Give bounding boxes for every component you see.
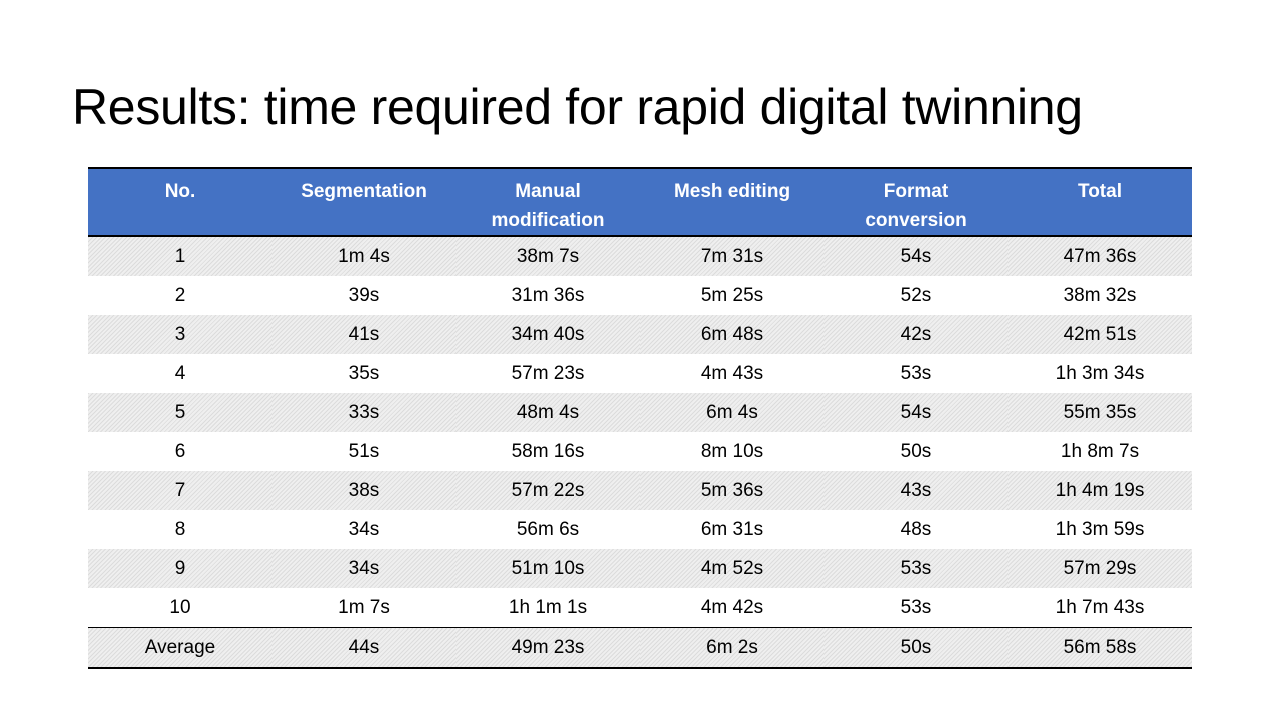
header-manual-modification: Manual modification <box>456 167 640 237</box>
cell-no: 8 <box>88 510 272 549</box>
cell-mesh-editing: 5m 36s <box>640 471 824 510</box>
cell-total: 55m 35s <box>1008 393 1192 432</box>
cell-no: 6 <box>88 432 272 471</box>
cell-total: 57m 29s <box>1008 549 1192 588</box>
table-row: 10 1m 7s 1h 1m 1s 4m 42s 53s 1h 7m 43s <box>88 588 1192 628</box>
cell-format-conversion: 53s <box>824 549 1008 588</box>
cell-total: 1h 3m 59s <box>1008 510 1192 549</box>
table-row: 1 1m 4s 38m 7s 7m 31s 54s 47m 36s <box>88 236 1192 276</box>
cell-format-conversion: 42s <box>824 315 1008 354</box>
cell-segmentation: 38s <box>272 471 456 510</box>
table-body: 1 1m 4s 38m 7s 7m 31s 54s 47m 36s 2 39s … <box>88 236 1192 669</box>
table-row: 8 34s 56m 6s 6m 31s 48s 1h 3m 59s <box>88 510 1192 549</box>
cell-mesh-editing: 4m 52s <box>640 549 824 588</box>
table-row: 7 38s 57m 22s 5m 36s 43s 1h 4m 19s <box>88 471 1192 510</box>
cell-no: 1 <box>88 236 272 276</box>
cell-total: 38m 32s <box>1008 276 1192 315</box>
cell-manual-modification: 56m 6s <box>456 510 640 549</box>
cell-no: 2 <box>88 276 272 315</box>
header-total: Total <box>1008 167 1192 237</box>
cell-total: 1h 8m 7s <box>1008 432 1192 471</box>
cell-segmentation: 41s <box>272 315 456 354</box>
average-label: Average <box>88 627 272 669</box>
cell-segmentation: 34s <box>272 549 456 588</box>
cell-segmentation: 39s <box>272 276 456 315</box>
cell-format-conversion: 48s <box>824 510 1008 549</box>
cell-no: 7 <box>88 471 272 510</box>
cell-mesh-editing: 6m 4s <box>640 393 824 432</box>
cell-total: 1h 3m 34s <box>1008 354 1192 393</box>
table-row: 6 51s 58m 16s 8m 10s 50s 1h 8m 7s <box>88 432 1192 471</box>
average-mesh-editing: 6m 2s <box>640 627 824 669</box>
cell-total: 47m 36s <box>1008 236 1192 276</box>
cell-format-conversion: 43s <box>824 471 1008 510</box>
cell-segmentation: 34s <box>272 510 456 549</box>
header-format-conversion: Format conversion <box>824 167 1008 237</box>
cell-manual-modification: 34m 40s <box>456 315 640 354</box>
table-row: 4 35s 57m 23s 4m 43s 53s 1h 3m 34s <box>88 354 1192 393</box>
header-mesh-editing: Mesh editing <box>640 167 824 237</box>
cell-format-conversion: 54s <box>824 393 1008 432</box>
cell-manual-modification: 57m 23s <box>456 354 640 393</box>
cell-no: 5 <box>88 393 272 432</box>
cell-total: 42m 51s <box>1008 315 1192 354</box>
cell-segmentation: 51s <box>272 432 456 471</box>
header-no: No. <box>88 167 272 237</box>
average-row: Average 44s 49m 23s 6m 2s 50s 56m 58s <box>88 627 1192 669</box>
cell-segmentation: 1m 4s <box>272 236 456 276</box>
average-total: 56m 58s <box>1008 627 1192 669</box>
cell-format-conversion: 53s <box>824 354 1008 393</box>
cell-no: 3 <box>88 315 272 354</box>
cell-manual-modification: 57m 22s <box>456 471 640 510</box>
table-header-row: No. Segmentation Manual modification Mesh… <box>88 167 1192 237</box>
table-row: 2 39s 31m 36s 5m 25s 52s 38m 32s <box>88 276 1192 315</box>
cell-mesh-editing: 6m 48s <box>640 315 824 354</box>
table-row: 5 33s 48m 4s 6m 4s 54s 55m 35s <box>88 393 1192 432</box>
cell-manual-modification: 38m 7s <box>456 236 640 276</box>
cell-no: 9 <box>88 549 272 588</box>
cell-total: 1h 4m 19s <box>1008 471 1192 510</box>
average-segmentation: 44s <box>272 627 456 669</box>
cell-manual-modification: 58m 16s <box>456 432 640 471</box>
cell-segmentation: 1m 7s <box>272 588 456 628</box>
cell-mesh-editing: 8m 10s <box>640 432 824 471</box>
table-row: 9 34s 51m 10s 4m 52s 53s 57m 29s <box>88 549 1192 588</box>
cell-no: 10 <box>88 588 272 628</box>
cell-segmentation: 33s <box>272 393 456 432</box>
average-format-conversion: 50s <box>824 627 1008 669</box>
cell-manual-modification: 51m 10s <box>456 549 640 588</box>
cell-format-conversion: 54s <box>824 236 1008 276</box>
cell-mesh-editing: 6m 31s <box>640 510 824 549</box>
cell-format-conversion: 52s <box>824 276 1008 315</box>
cell-manual-modification: 31m 36s <box>456 276 640 315</box>
cell-no: 4 <box>88 354 272 393</box>
cell-segmentation: 35s <box>272 354 456 393</box>
results-table: No. Segmentation Manual modification Mesh… <box>88 167 1192 669</box>
cell-mesh-editing: 4m 42s <box>640 588 824 628</box>
header-segmentation: Segmentation <box>272 167 456 237</box>
cell-format-conversion: 53s <box>824 588 1008 628</box>
cell-mesh-editing: 7m 31s <box>640 236 824 276</box>
cell-manual-modification: 48m 4s <box>456 393 640 432</box>
slide-title: Results: time required for rapid digital… <box>72 79 1083 135</box>
cell-format-conversion: 50s <box>824 432 1008 471</box>
cell-mesh-editing: 5m 25s <box>640 276 824 315</box>
table-row: 3 41s 34m 40s 6m 48s 42s 42m 51s <box>88 315 1192 354</box>
cell-manual-modification: 1h 1m 1s <box>456 588 640 628</box>
cell-total: 1h 7m 43s <box>1008 588 1192 628</box>
average-manual-modification: 49m 23s <box>456 627 640 669</box>
cell-mesh-editing: 4m 43s <box>640 354 824 393</box>
